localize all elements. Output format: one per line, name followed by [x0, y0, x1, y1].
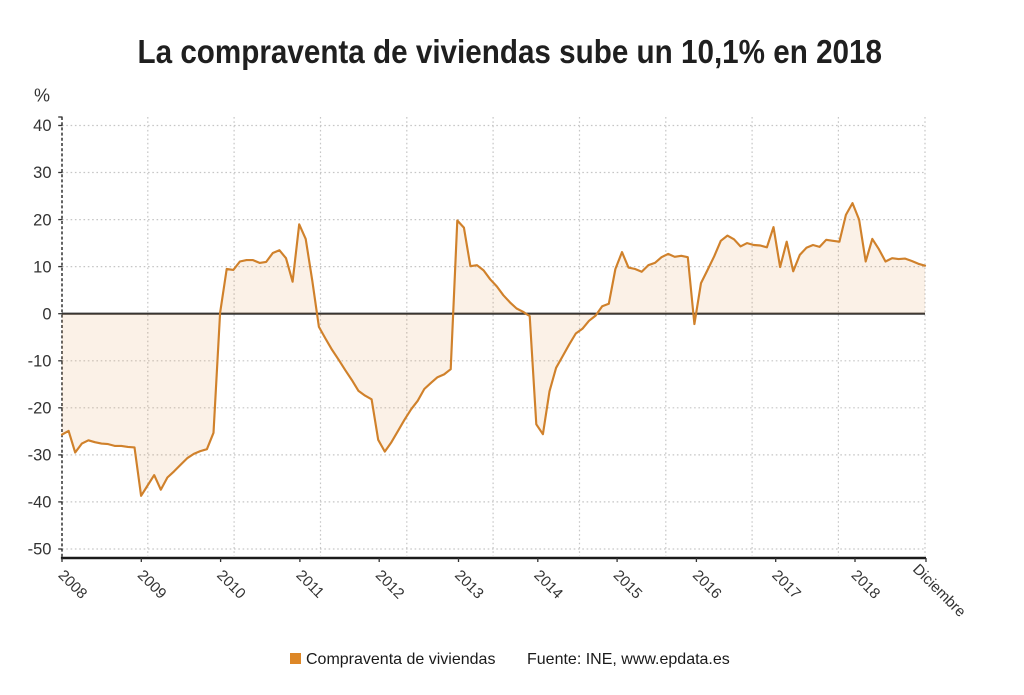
svg-text:Compraventa de viviendas: Compraventa de viviendas: [306, 651, 495, 668]
svg-text:40: 40: [33, 117, 51, 135]
svg-text:-10: -10: [28, 353, 52, 371]
svg-text:0: 0: [42, 305, 51, 323]
svg-text:-30: -30: [28, 447, 52, 465]
svg-text:10: 10: [33, 258, 51, 276]
svg-text:Fuente: INE, www.epdata.es: Fuente: INE, www.epdata.es: [527, 651, 730, 668]
svg-text:La compraventa de viviendas su: La compraventa de viviendas sube un 10,1…: [138, 33, 883, 70]
svg-text:-50: -50: [28, 541, 52, 559]
svg-text:-40: -40: [28, 494, 52, 512]
svg-text:30: 30: [33, 164, 51, 182]
svg-text:%: %: [34, 86, 50, 106]
svg-text:-20: -20: [28, 400, 52, 418]
svg-text:20: 20: [33, 211, 51, 229]
